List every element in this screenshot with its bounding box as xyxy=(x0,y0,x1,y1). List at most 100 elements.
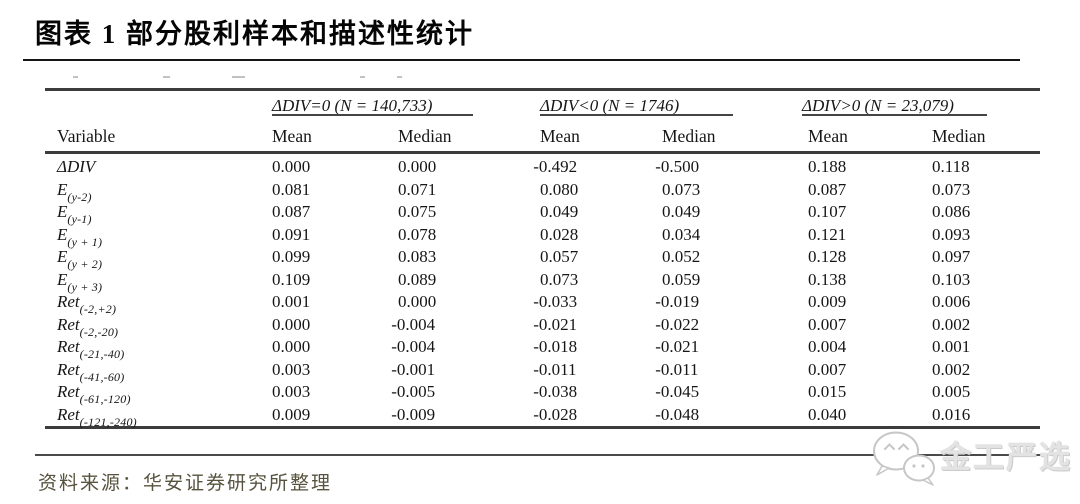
source-note: 资料来源：华安证券研究所整理 xyxy=(38,473,333,494)
cell-mean-1: 0.003 xyxy=(272,359,311,379)
table-row: E(y + 3) 0.109 0.089 0.073 0.059 0.138 0… xyxy=(45,269,1040,294)
group-underline xyxy=(540,114,733,116)
cell-median-3: 0.002 xyxy=(932,314,971,334)
table-row: Ret(-2,+2) 0.001 0.000 -0.033 -0.019 0.0… xyxy=(45,291,1040,316)
table-row: E(y + 1) 0.091 0.078 0.028 0.034 0.121 0… xyxy=(45,224,1040,249)
variable-label: E(y + 2) xyxy=(57,247,103,272)
table-group-header-row: ΔDIV=0 (N = 140,733) ΔDIV<0 (N = 1746) Δ… xyxy=(45,91,1040,121)
cell-mean-1: 0.000 xyxy=(272,337,311,356)
column-header-median-3: Median xyxy=(932,126,986,146)
cell-median-1: 0.083 xyxy=(398,247,437,266)
scan-artifact-dash xyxy=(232,76,245,78)
cell-mean-2: -0.028 xyxy=(533,404,578,424)
cell-mean-1: 0.001 xyxy=(272,292,311,311)
cell-median-2: -0.022 xyxy=(655,314,700,334)
cell-median-2: -0.021 xyxy=(655,337,700,356)
variable-label: Ret(-21,-40) xyxy=(57,337,125,362)
cell-mean-3: 0.007 xyxy=(808,359,847,379)
cell-median-1: -0.001 xyxy=(391,359,436,379)
variable-label: ΔDIV xyxy=(57,157,96,176)
cell-median-3: 0.093 xyxy=(932,224,971,244)
table-row: Ret(-121,-240) 0.009 -0.009 -0.028 -0.04… xyxy=(45,404,1040,429)
wechat-logo-icon xyxy=(873,431,935,486)
variable-label: E(y + 1) xyxy=(57,224,103,249)
cell-mean-2: 0.080 xyxy=(540,179,579,199)
variable-label: E(y-2) xyxy=(57,179,92,204)
cell-median-2: 0.052 xyxy=(662,247,701,266)
cell-median-3: 0.118 xyxy=(932,157,970,176)
table-row: Ret(-2,-20) 0.000 -0.004 -0.021 -0.022 0… xyxy=(45,314,1040,339)
footer-divider xyxy=(35,454,1048,456)
cell-median-1: 0.000 xyxy=(398,292,437,311)
scan-artifact-dash xyxy=(397,76,402,78)
cell-mean-2: -0.038 xyxy=(533,382,578,401)
scan-artifact-dash xyxy=(360,76,365,78)
cell-median-3: 0.001 xyxy=(932,337,971,356)
table-row: Ret(-61,-120) 0.003 -0.005 -0.038 -0.045… xyxy=(45,381,1040,406)
column-header-median-1: Median xyxy=(398,126,452,146)
cell-median-1: 0.089 xyxy=(398,269,437,289)
cell-median-1: -0.009 xyxy=(391,404,436,424)
table-rows: ΔDIV 0.000 0.000 -0.492 -0.500 0.188 0.1… xyxy=(45,154,1040,429)
column-header-mean-1: Mean xyxy=(272,126,312,146)
cell-median-2: -0.048 xyxy=(655,404,700,424)
cell-mean-2: -0.033 xyxy=(533,292,578,311)
group-header-div-neg: ΔDIV<0 (N = 1746) xyxy=(540,96,808,116)
cell-mean-3: 0.138 xyxy=(808,269,847,289)
cell-median-2: 0.059 xyxy=(662,269,701,289)
cell-mean-3: 0.009 xyxy=(808,292,847,311)
cell-mean-3: 0.004 xyxy=(808,337,847,356)
table-row: E(y-1) 0.087 0.075 0.049 0.049 0.107 0.0… xyxy=(45,201,1040,226)
cell-mean-2: -0.021 xyxy=(533,314,578,334)
cell-mean-2: 0.049 xyxy=(540,202,579,221)
cell-median-1: 0.071 xyxy=(398,179,437,199)
cell-median-1: 0.075 xyxy=(398,202,437,221)
cell-mean-2: -0.492 xyxy=(533,157,578,176)
cell-mean-1: 0.081 xyxy=(272,179,311,199)
cell-median-2: 0.073 xyxy=(662,179,701,199)
group-underline xyxy=(802,114,987,116)
cell-median-2: -0.019 xyxy=(655,292,700,311)
cell-median-1: 0.000 xyxy=(398,157,437,176)
cell-mean-3: 0.188 xyxy=(808,157,847,176)
cell-mean-3: 0.040 xyxy=(808,404,847,424)
cell-mean-3: 0.121 xyxy=(808,224,847,244)
cell-mean-3: 0.007 xyxy=(808,314,847,334)
cell-mean-1: 0.003 xyxy=(272,382,311,401)
column-header-variable: Variable xyxy=(57,126,116,146)
cell-mean-1: 0.000 xyxy=(272,314,311,334)
cell-mean-3: 0.087 xyxy=(808,179,847,199)
watermark: 金工严选 xyxy=(860,428,1072,488)
cell-mean-3: 0.107 xyxy=(808,202,847,221)
cell-median-3: 0.006 xyxy=(932,292,971,311)
cell-mean-1: 0.000 xyxy=(272,157,311,176)
cell-median-2: -0.500 xyxy=(655,157,700,176)
variable-label: Ret(-61,-120) xyxy=(57,382,131,407)
table-subheader-row: Variable Mean Median Mean Median Mean Me… xyxy=(45,121,1040,154)
cell-median-1: 0.078 xyxy=(398,224,437,244)
watermark-text: 金工严选 xyxy=(940,440,1072,475)
cell-median-2: 0.034 xyxy=(662,224,701,244)
scan-artifact-dash xyxy=(73,76,78,78)
cell-median-1: -0.004 xyxy=(391,314,436,334)
cell-mean-3: 0.015 xyxy=(808,382,847,401)
table-row: ΔDIV 0.000 0.000 -0.492 -0.500 0.188 0.1… xyxy=(45,156,1040,179)
cell-median-1: -0.005 xyxy=(391,382,436,401)
variable-label: Ret(-41,-60) xyxy=(57,359,125,384)
cell-mean-1: 0.109 xyxy=(272,269,311,289)
cell-mean-3: 0.128 xyxy=(808,247,847,266)
cell-median-2: 0.049 xyxy=(662,202,701,221)
variable-label: Ret(-2,+2) xyxy=(57,292,117,317)
table-row: Ret(-41,-60) 0.003 -0.001 -0.011 -0.011 … xyxy=(45,359,1040,384)
cell-mean-1: 0.009 xyxy=(272,404,311,424)
cell-median-3: 0.005 xyxy=(932,382,971,401)
column-header-mean-2: Mean xyxy=(540,126,580,146)
cell-median-2: -0.011 xyxy=(655,359,699,379)
column-header-mean-3: Mean xyxy=(808,126,848,146)
cell-mean-2: 0.073 xyxy=(540,269,579,289)
group-underline xyxy=(272,114,473,116)
table-row: E(y-2) 0.081 0.071 0.080 0.073 0.087 0.0… xyxy=(45,179,1040,204)
group-header-div0: ΔDIV=0 (N = 140,733) xyxy=(272,96,540,116)
cell-mean-1: 0.099 xyxy=(272,247,311,266)
